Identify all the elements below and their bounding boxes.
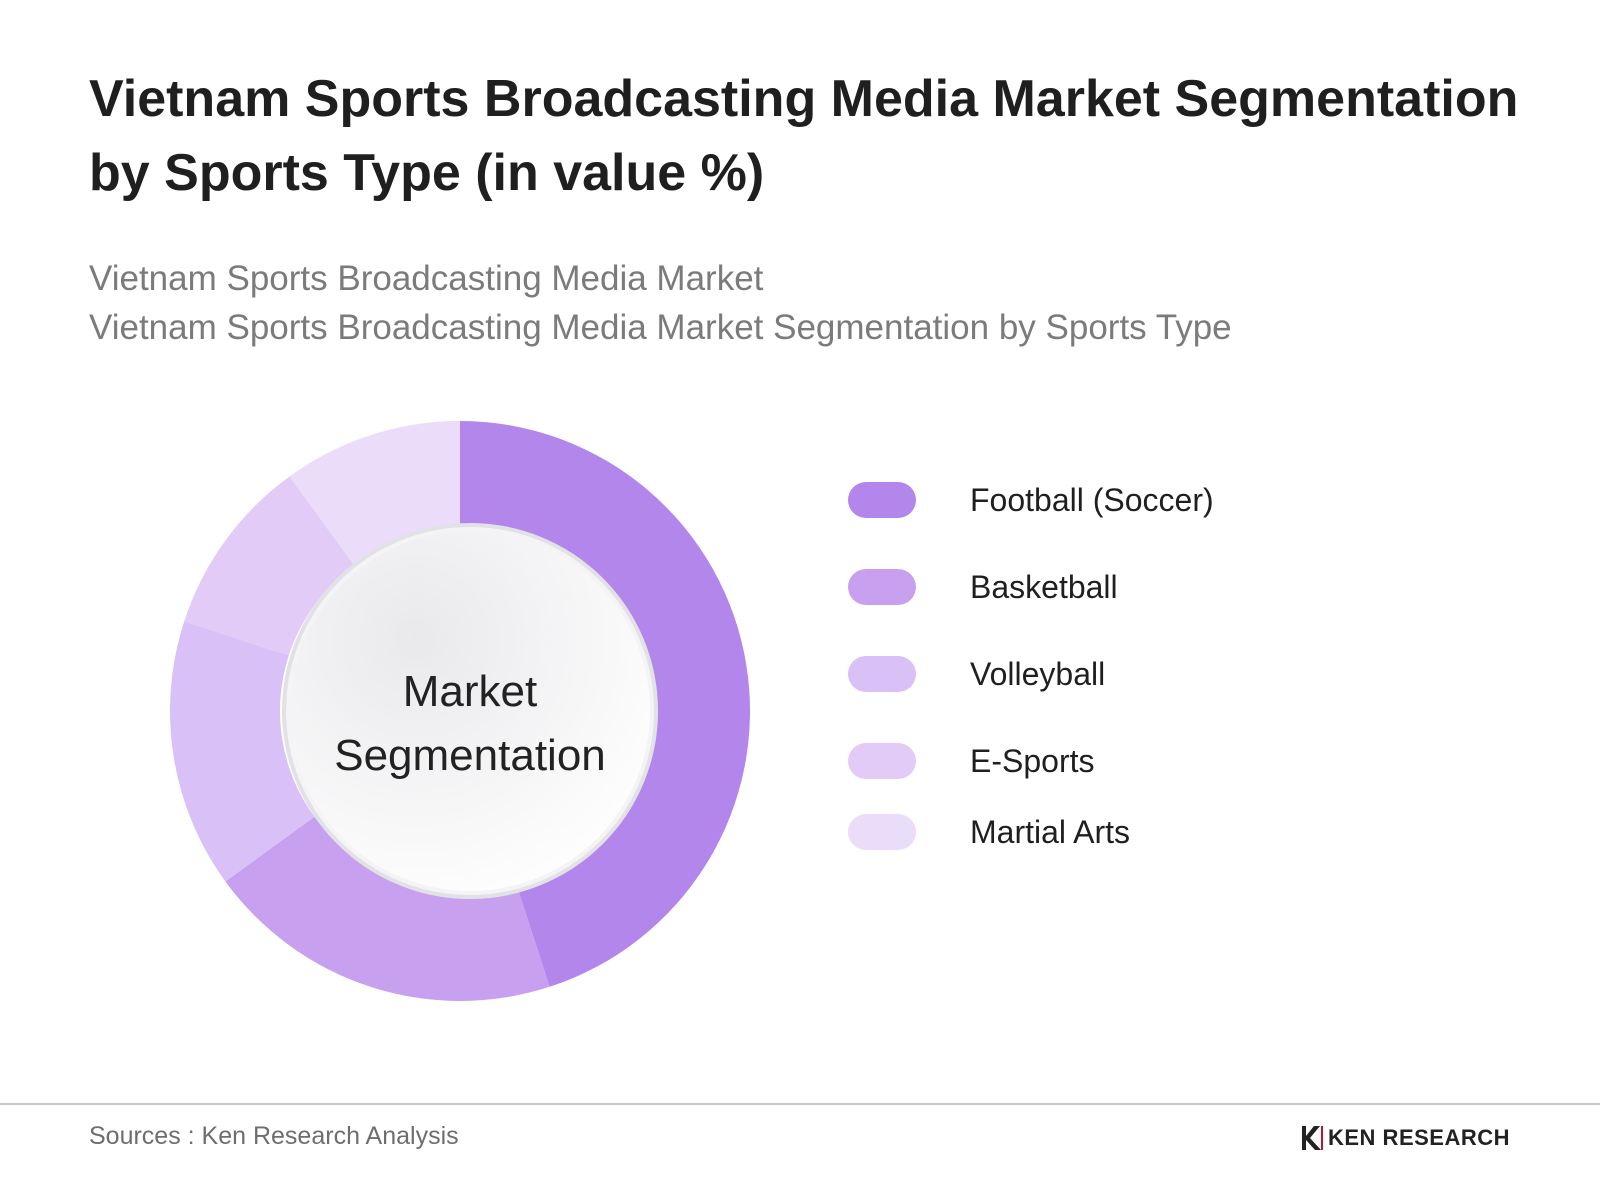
donut-slice-martial-arts bbox=[289, 421, 460, 566]
legend-label-volleyball: Volleyball bbox=[970, 655, 1106, 692]
center-label-line-1: Market bbox=[402, 667, 538, 716]
legend-swatch-esports bbox=[848, 743, 916, 779]
brand-logo: KEN RESEARCH bbox=[1300, 1124, 1510, 1152]
subtitle-line-1: Vietnam Sports Broadcasting Media Market bbox=[89, 259, 764, 298]
donut-slices bbox=[170, 421, 750, 1001]
legend-item-esports: E-Sports bbox=[848, 741, 1094, 781]
legend-swatch-basketball bbox=[848, 569, 916, 605]
legend-swatch-martial-arts bbox=[848, 814, 916, 850]
legend-swatch-football bbox=[848, 482, 916, 518]
chart-title: Vietnam Sports Broadcasting Media Market… bbox=[89, 70, 1519, 202]
donut-chart bbox=[170, 421, 750, 1001]
donut-center bbox=[290, 531, 650, 891]
donut-slice-basketball bbox=[225, 816, 550, 1001]
ken-research-k-logo-icon bbox=[1302, 1126, 1323, 1150]
logo-text: KEN RESEARCH bbox=[1328, 1125, 1511, 1150]
legend-item-martial-arts: Martial Arts bbox=[848, 812, 1130, 852]
legend-label-esports: E-Sports bbox=[970, 742, 1095, 779]
chart-subtitle: Vietnam Sports Broadcasting Media Market… bbox=[89, 254, 1529, 352]
center-label-line-2: Segmentation bbox=[334, 731, 606, 780]
legend-label-martial-arts: Martial Arts bbox=[970, 813, 1131, 850]
subtitle-line-2: Vietnam Sports Broadcasting Media Market… bbox=[89, 308, 1232, 347]
footer-divider bbox=[0, 1103, 1600, 1105]
legend-item-volleyball: Volleyball bbox=[848, 654, 1105, 694]
donut-center-label: Market Segmentation bbox=[288, 660, 652, 788]
source-note: Sources : Ken Research Analysis bbox=[89, 1122, 459, 1150]
legend-label-football: Football (Soccer) bbox=[970, 481, 1214, 518]
donut-slice-football bbox=[460, 421, 750, 987]
legend-label-basketball: Basketball bbox=[970, 568, 1118, 605]
legend-item-football: Football (Soccer) bbox=[848, 480, 1214, 520]
legend-item-basketball: Basketball bbox=[848, 567, 1118, 607]
donut-slice-volleyball bbox=[170, 621, 315, 882]
legend-swatch-volleyball bbox=[848, 656, 916, 692]
donut-slice-esports bbox=[184, 476, 355, 656]
